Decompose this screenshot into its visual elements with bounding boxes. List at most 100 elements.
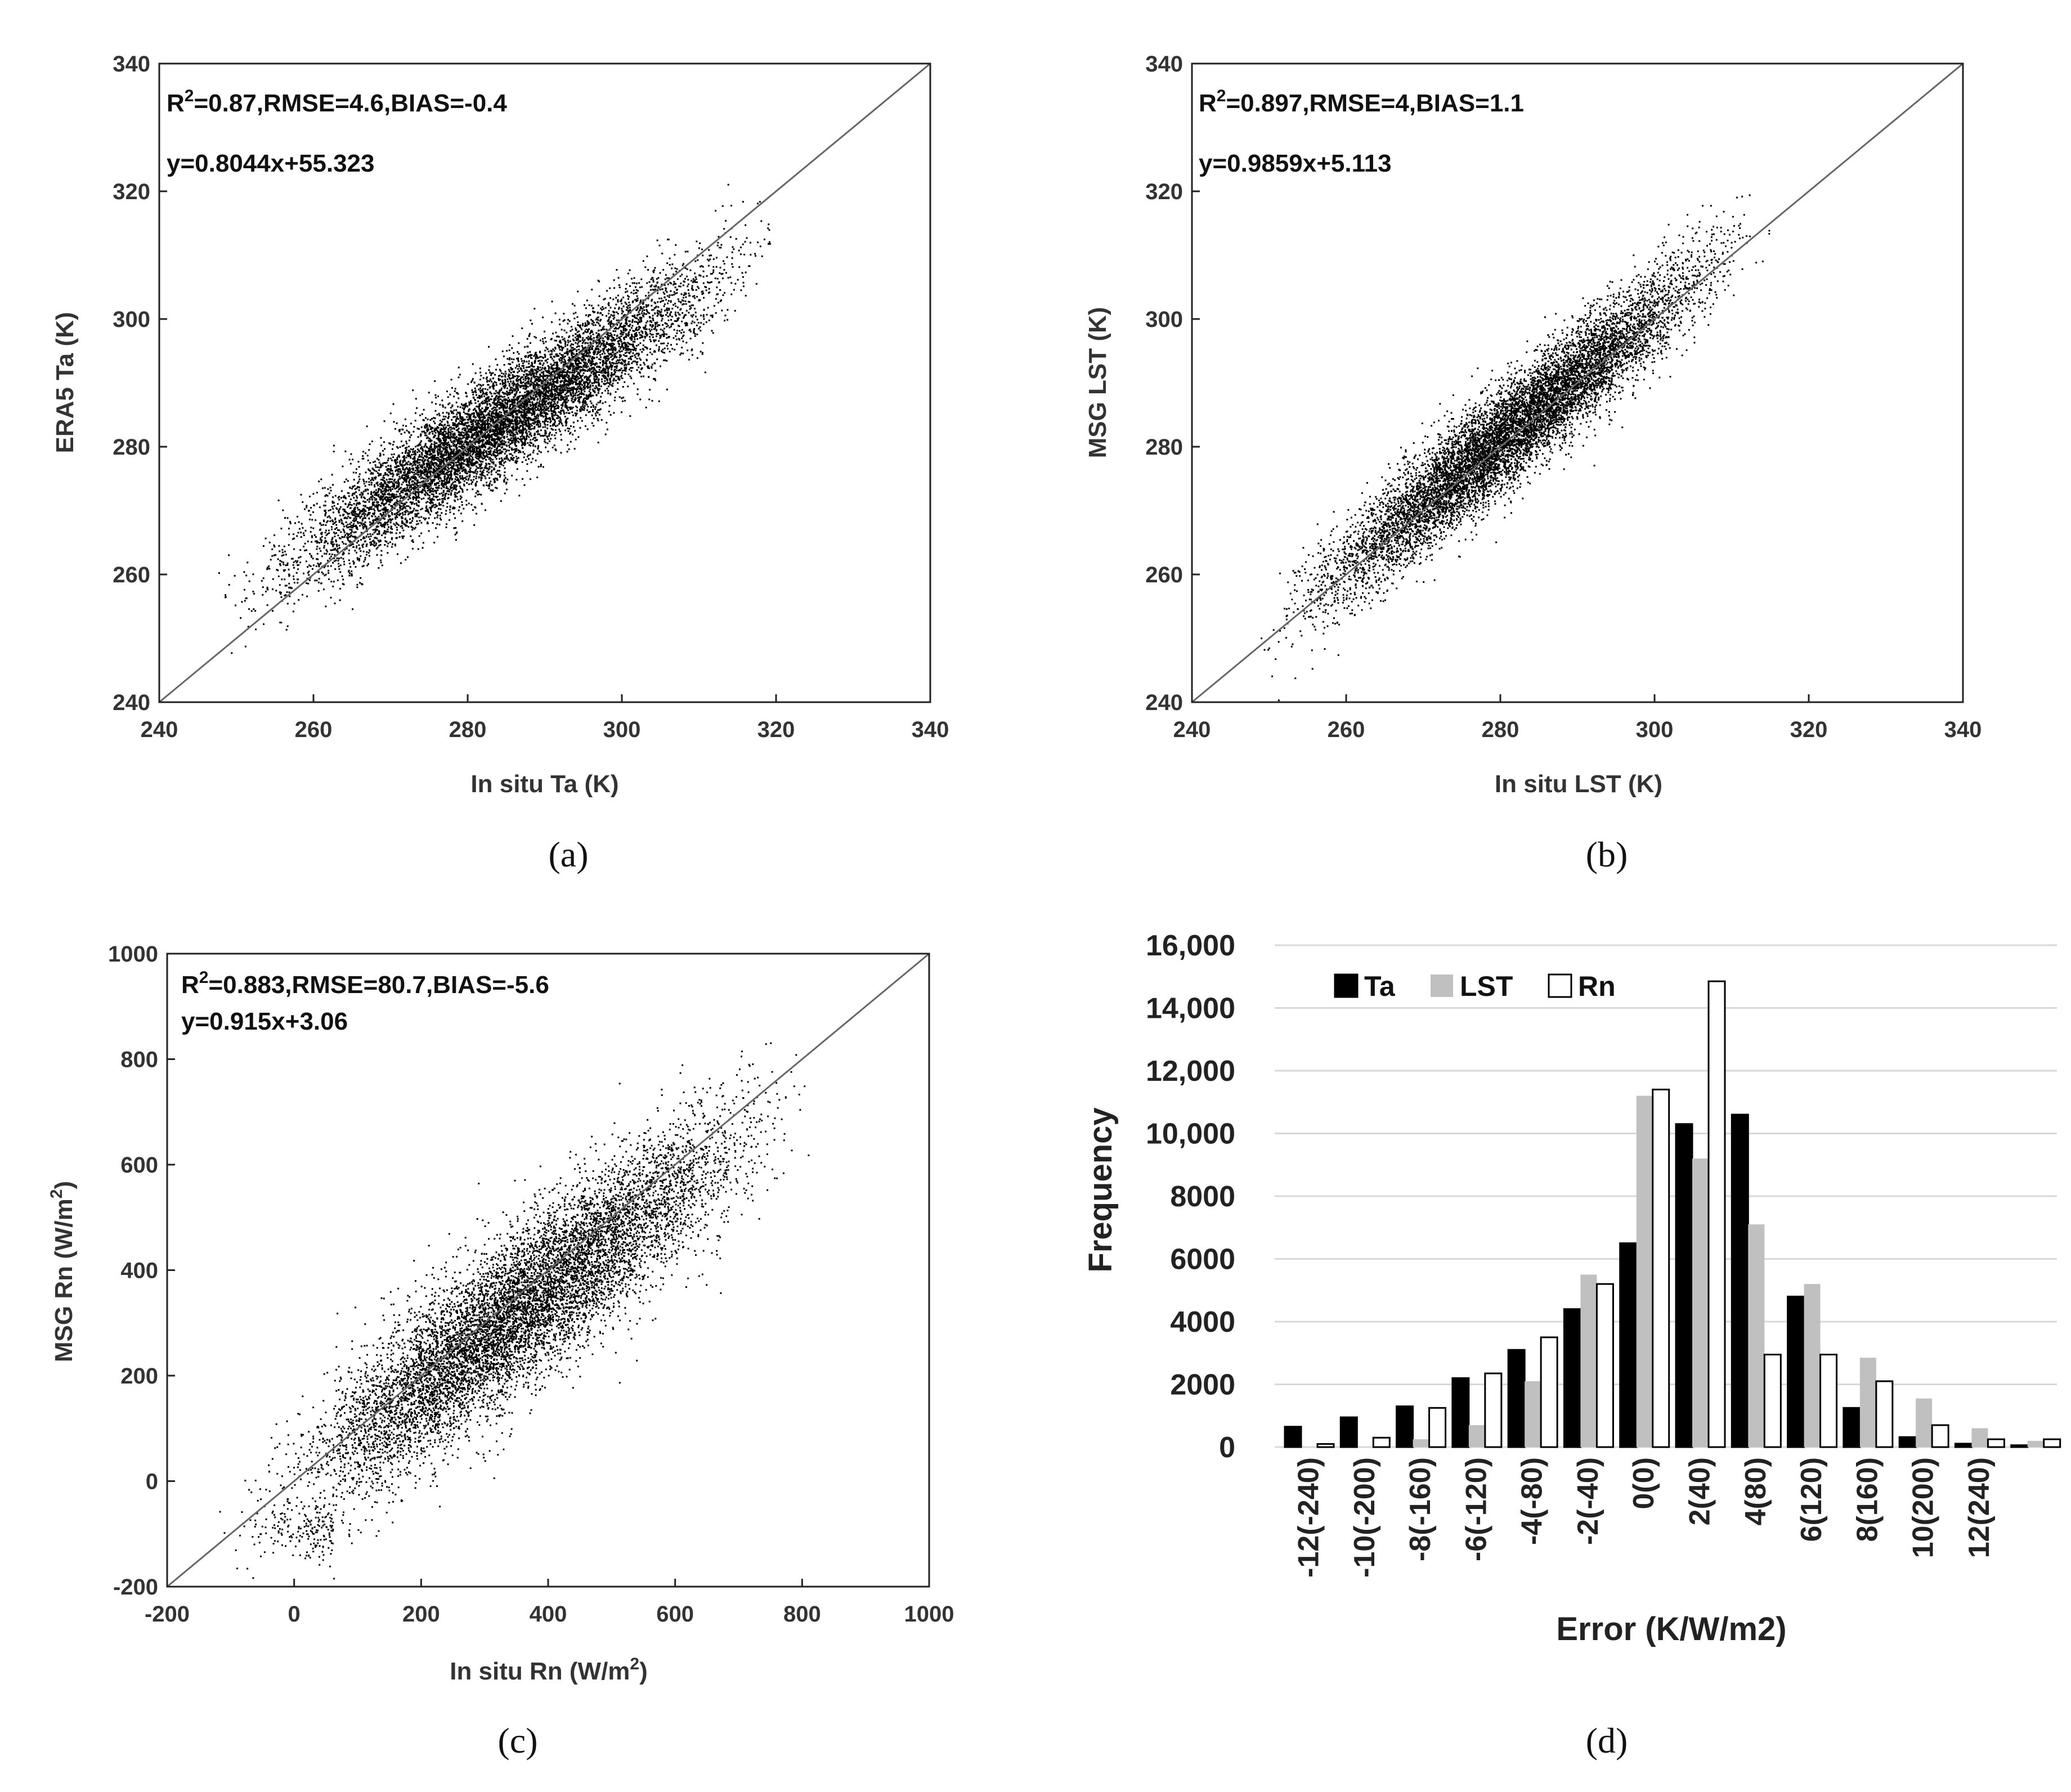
x-tick-label: 6(120) (1795, 1457, 1828, 1542)
scatter-point-cloud (218, 183, 771, 654)
bar-lst (1413, 1439, 1429, 1447)
y-tick-label: 0 (1219, 1431, 1235, 1464)
panel-b-label: (b) (1586, 834, 1628, 874)
x-tick-label: -200 (145, 1602, 190, 1627)
bar-lst (1748, 1224, 1765, 1447)
panel-c-y-ticks: -200 0 200 400 600 800 1000 (108, 942, 175, 1600)
y-tick-label: -200 (113, 1575, 158, 1600)
y-tick-label: 200 (120, 1364, 158, 1389)
x-tick-label: -8(-160) (1404, 1457, 1437, 1561)
bar-lst (1804, 1284, 1821, 1447)
panel-d-bars (1284, 980, 2061, 1448)
x-tick-label: 0 (288, 1602, 301, 1627)
x-tick-label: 4(80) (1740, 1457, 1772, 1525)
x-tick-label: 260 (295, 717, 333, 742)
panel-c-scatter: -200 0 200 400 600 800 1000 -200 0 200 400 600 800 1… (47, 942, 954, 1760)
panel-a-points (218, 183, 771, 654)
x-tick-label: 300 (603, 717, 641, 742)
y-tick-label: 8000 (1170, 1180, 1235, 1213)
bar-rn (1316, 1443, 1335, 1448)
bar-lst (1636, 1095, 1653, 1447)
panel-b-x-ticks: 240 260 280 300 320 340 (1173, 694, 1982, 742)
panel-b-equation: y=0.9859x+5.113 (1199, 150, 1392, 177)
panel-a-x-ticks: 240 260 280 300 320 340 (141, 694, 949, 742)
y-tick-label: 10,000 (1146, 1118, 1235, 1151)
bar-ta (1396, 1405, 1414, 1448)
bar-rn (1931, 1424, 1949, 1448)
x-tick-label: 600 (656, 1602, 694, 1627)
panel-b-stats: R2=0.897,RMSE=4,BIAS=1.1 (1199, 87, 1524, 117)
panel-a-stats: R2=0.87,RMSE=4.6,BIAS=-0.4 (167, 87, 507, 117)
bar-lst (1468, 1425, 1485, 1447)
bar-ta (1619, 1242, 1638, 1448)
panel-a-x-axis-label: In situ Ta (K) (470, 770, 618, 798)
y-tick-label: 340 (113, 52, 150, 77)
x-tick-label: 0(0) (1628, 1457, 1660, 1509)
panel-c-label: (c) (497, 1721, 537, 1760)
bar-rn (1819, 1354, 1838, 1448)
x-tick-label: 2(40) (1684, 1457, 1716, 1525)
y-tick-label: 0 (146, 1470, 158, 1494)
legend-label-ta: Ta (1364, 971, 1396, 1002)
panel-d-y-ticks: 0 2000 4000 6000 8000 10,000 12,000 14,000 16,00… (1146, 929, 1235, 1464)
x-tick-label: -4(-80) (1516, 1457, 1549, 1545)
panel-d-label: (d) (1586, 1721, 1628, 1760)
bar-ta (1843, 1407, 1861, 1448)
panel-a-one-to-one-line (159, 62, 931, 703)
bar-ta (1898, 1436, 1917, 1448)
y-tick-label: 280 (113, 435, 150, 460)
panel-a-scatter: 240 260 280 300 320 340 240 260 280 300 320 340 R2… (51, 52, 949, 874)
bar-lst (1859, 1358, 1876, 1447)
y-tick-label: 320 (1145, 179, 1183, 204)
panel-a-y-ticks: 240 260 280 300 320 340 (113, 52, 167, 715)
legend-swatch-ta (1334, 973, 1359, 998)
bar-ta (1339, 1416, 1358, 1448)
y-tick-label: 600 (120, 1153, 158, 1178)
y-tick-label: 400 (120, 1259, 158, 1283)
bar-rn (1987, 1438, 2005, 1448)
x-tick-label: 340 (1944, 717, 1982, 742)
y-tick-label: 12,000 (1146, 1055, 1235, 1088)
bar-rn (1540, 1336, 1558, 1448)
y-tick-label: 1000 (108, 942, 158, 967)
x-tick-label: 320 (1790, 717, 1828, 742)
y-tick-label: 260 (113, 563, 150, 587)
scatter-point-cloud (1261, 194, 1770, 702)
y-tick-label: 14,000 (1146, 992, 1235, 1025)
x-tick-label: -6(-120) (1460, 1457, 1492, 1561)
panel-b-scatter: 240 260 280 300 320 340 240 260 280 300 320 340 R2… (1084, 52, 1982, 874)
panel-b-x-axis-label: In situ LST (K) (1495, 770, 1662, 798)
x-tick-label: 280 (1482, 717, 1519, 742)
x-tick-label: 240 (1173, 717, 1211, 742)
bar-ta (1507, 1349, 1526, 1448)
x-tick-label: 10(200) (1907, 1457, 1940, 1558)
panel-c-one-to-one-line (167, 953, 930, 1588)
legend-swatch-lst (1431, 974, 1453, 997)
y-tick-label: 300 (113, 307, 150, 332)
panel-b-y-axis-label: MSG LST (K) (1084, 307, 1111, 459)
x-tick-label: 8(160) (1851, 1457, 1884, 1542)
bar-lst (1580, 1274, 1597, 1447)
panel-d-x-axis-label: Error (K/W/m2) (1556, 1611, 1786, 1647)
x-tick-label: 240 (141, 717, 178, 742)
x-tick-label: 1000 (904, 1602, 954, 1627)
bar-rn (1763, 1354, 1782, 1448)
bar-rn (2043, 1438, 2061, 1448)
bar-rn (1484, 1372, 1503, 1448)
panel-d-bar-chart: 0 2000 4000 6000 8000 10,000 12,000 14,000 16,00… (1082, 929, 2061, 1760)
bar-ta (1731, 1113, 1749, 1448)
panel-c-stats: R2=0.883,RMSE=80.7,BIAS=-5.6 (181, 968, 549, 999)
panel-c-equation: y=0.915x+3.06 (181, 1008, 348, 1035)
bar-ta (1954, 1443, 1973, 1448)
y-tick-label: 320 (113, 179, 150, 204)
x-tick-label: 300 (1636, 717, 1674, 742)
x-tick-label: 200 (402, 1602, 440, 1627)
y-tick-label: 6000 (1170, 1243, 1235, 1276)
panel-c-x-ticks: -200 0 200 400 600 800 1000 (145, 1579, 954, 1627)
panel-b-one-to-one-line (1191, 62, 1964, 703)
y-tick-label: 2000 (1170, 1369, 1235, 1402)
panel-a-y-axis-label: ERA5 Ta (K) (51, 312, 79, 453)
y-tick-label: 340 (1145, 52, 1183, 77)
panel-d-y-axis-label: Frequency (1082, 1107, 1119, 1272)
